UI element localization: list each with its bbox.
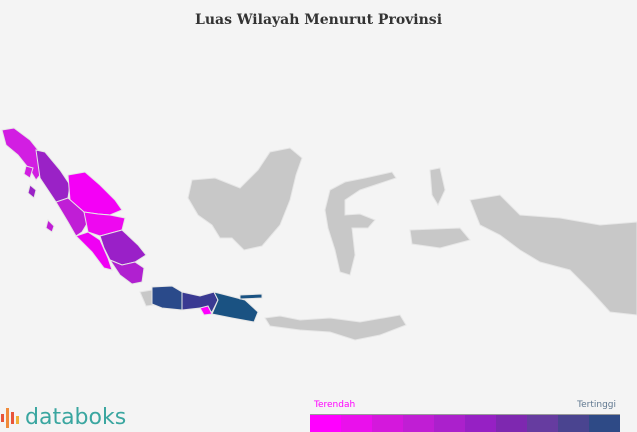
region-papua[interactable] bbox=[469, 194, 637, 316]
legend-swatch-1 bbox=[310, 415, 341, 432]
region-sulawesi[interactable] bbox=[324, 171, 397, 276]
legend-swatch-2 bbox=[341, 415, 372, 432]
legend-swatch-4 bbox=[403, 415, 434, 432]
region-maluku[interactable] bbox=[409, 227, 471, 249]
region-north-maluku[interactable] bbox=[429, 167, 446, 207]
legend-swatch-10 bbox=[589, 415, 620, 432]
databoks-logo: databoks bbox=[0, 404, 126, 430]
legend-swatch-5 bbox=[434, 415, 465, 432]
legend-high-label: Tertinggi bbox=[577, 400, 616, 410]
legend-color-scale bbox=[310, 414, 620, 432]
province-aceh[interactable] bbox=[1, 127, 41, 181]
legend-swatch-7 bbox=[496, 415, 527, 432]
province-madura[interactable] bbox=[239, 293, 263, 300]
province-nias[interactable] bbox=[27, 184, 37, 199]
region-bali-nusa-tenggara[interactable] bbox=[264, 314, 407, 341]
province-islands-west[interactable] bbox=[23, 165, 34, 179]
province-lampung[interactable] bbox=[108, 258, 145, 285]
legend-swatch-9 bbox=[558, 415, 589, 432]
province-west-java[interactable] bbox=[151, 285, 183, 311]
legend-swatch-3 bbox=[372, 415, 403, 432]
province-north-sumatra[interactable] bbox=[35, 149, 71, 206]
region-kalimantan[interactable] bbox=[187, 147, 303, 251]
legend-swatch-8 bbox=[527, 415, 558, 432]
province-east-java[interactable] bbox=[211, 291, 259, 323]
map-title: Luas Wilayah Menurut Provinsi bbox=[194, 12, 443, 28]
databoks-logo-icon bbox=[1, 408, 19, 428]
province-bengkulu[interactable] bbox=[75, 231, 113, 271]
logo-text: databoks bbox=[25, 405, 127, 430]
legend-low-label: Terendah bbox=[314, 400, 356, 410]
province-mentawai[interactable] bbox=[45, 219, 55, 233]
legend-swatch-6 bbox=[465, 415, 496, 432]
province-west-sumatra[interactable] bbox=[55, 197, 89, 237]
province-jambi[interactable] bbox=[83, 211, 126, 237]
